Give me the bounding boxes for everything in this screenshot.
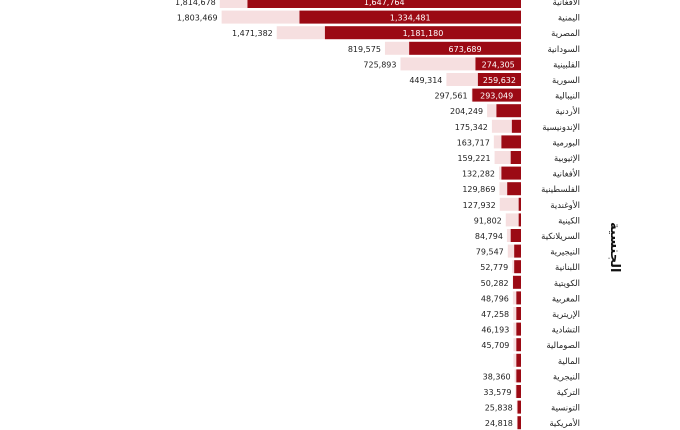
category-label: التركية [557,388,580,398]
inner-value-label: 293,049 [480,92,513,101]
total-value-label: 725,893 [363,60,396,69]
bar-inner [517,416,521,430]
bar-inner [516,385,521,398]
bar-inner [518,213,521,227]
total-value-label: 129,869 [462,185,495,194]
total-value-label: 449,314 [409,76,442,85]
bar-inner [477,73,521,86]
bar-inner [507,182,521,196]
category-label: السورية [552,76,580,86]
total-value-label: 50,282 [481,279,509,288]
category-label: المغربية [552,294,580,304]
bar-inner [516,322,521,336]
total-value-label: 1,471,382 [232,29,273,38]
category-label: الأوغندية [550,200,580,211]
total-value-label: 25,838 [485,404,513,413]
total-value-label: 46,193 [481,326,509,335]
bar-inner [517,400,521,414]
category-label: السريلانكية [541,232,580,242]
category-label: النيجرية [553,372,580,382]
bar-inner [247,0,521,8]
inner-value-label: 1,647,764 [364,0,405,7]
total-value-label: 45,709 [481,341,509,350]
category-label: الصومالية [546,341,580,351]
total-value-label: 33,579 [483,388,511,397]
total-value-label: 48,796 [481,294,509,303]
bar-inner [511,119,521,133]
category-label: الفلسطينية [541,185,580,195]
total-value-label: 38,360 [483,372,511,381]
category-label: الكينية [558,216,580,226]
bar-inner [513,275,521,289]
bar-inner [496,104,521,118]
total-value-label: 84,794 [475,232,503,241]
bar-inner [510,151,521,164]
bar-inner [501,135,521,149]
category-label: المصرية [551,29,580,39]
bar-inner [324,26,521,40]
total-value-label: 297,561 [435,92,468,101]
bar-inner [518,197,521,211]
category-label: البورمية [552,138,580,148]
inner-value-label: 274,305 [482,60,515,69]
bar-inner [516,338,521,352]
bar-inner [516,291,521,305]
total-value-label: 819,575 [348,45,381,54]
inner-value-label: 673,689 [449,45,482,54]
bar-inner [514,244,521,258]
category-label: النيبالية [555,92,580,102]
category-label: النيجيرية [550,248,580,258]
category-label: التشادية [552,326,580,336]
inner-value-label: 1,181,180 [403,29,444,38]
bar-inner [501,166,521,180]
bar-inner [472,88,521,102]
total-value-label: 91,802 [474,216,502,225]
category-label: الأفغانية [553,169,580,180]
bar-inner [514,260,521,274]
bar-inner [409,41,521,55]
total-value-label: 1,803,469 [177,14,218,23]
total-value-label: 47,258 [481,310,509,319]
total-value-label: 159,221 [457,154,490,163]
total-value-label: 163,717 [457,138,490,147]
category-label: الأمريكية [549,418,580,429]
category-label: الكويتية [554,279,580,289]
category-label: اليمنية [558,14,580,24]
category-label: الأردنية [555,106,580,117]
bar-total [505,213,521,227]
category-label: الأفغانية [553,0,580,8]
total-value-label: 79,547 [476,248,504,257]
category-label: الإريترية [552,310,580,320]
category-label: الإثيوبية [554,154,580,164]
category-label: التونسية [551,404,580,414]
total-value-label: 175,342 [455,123,488,132]
inner-value-label: 1,334,481 [390,14,431,23]
total-value-label: 52,779 [480,263,508,272]
category-label: الإندونيسية [542,123,580,133]
category-label: المالية [558,357,580,367]
bar-total [499,197,521,211]
bar-inner [299,10,521,24]
category-label: السودانية [547,45,580,55]
total-value-label: 127,932 [463,201,496,210]
bar-inner [516,353,521,367]
total-value-label: 1,814,678 [175,0,216,7]
y-axis-title: الجنسية [607,222,622,273]
bar-inner [516,369,521,383]
bar-inner [516,307,521,320]
total-value-label: 132,282 [462,170,495,179]
bar-inner [475,57,521,71]
total-value-label: 24,818 [485,419,513,428]
category-label: اللبنانية [555,263,580,273]
bar-inner [510,229,521,242]
category-label: الفلبينية [553,60,580,70]
inner-value-label: 259,632 [483,76,516,85]
total-value-label: 204,249 [450,107,483,116]
